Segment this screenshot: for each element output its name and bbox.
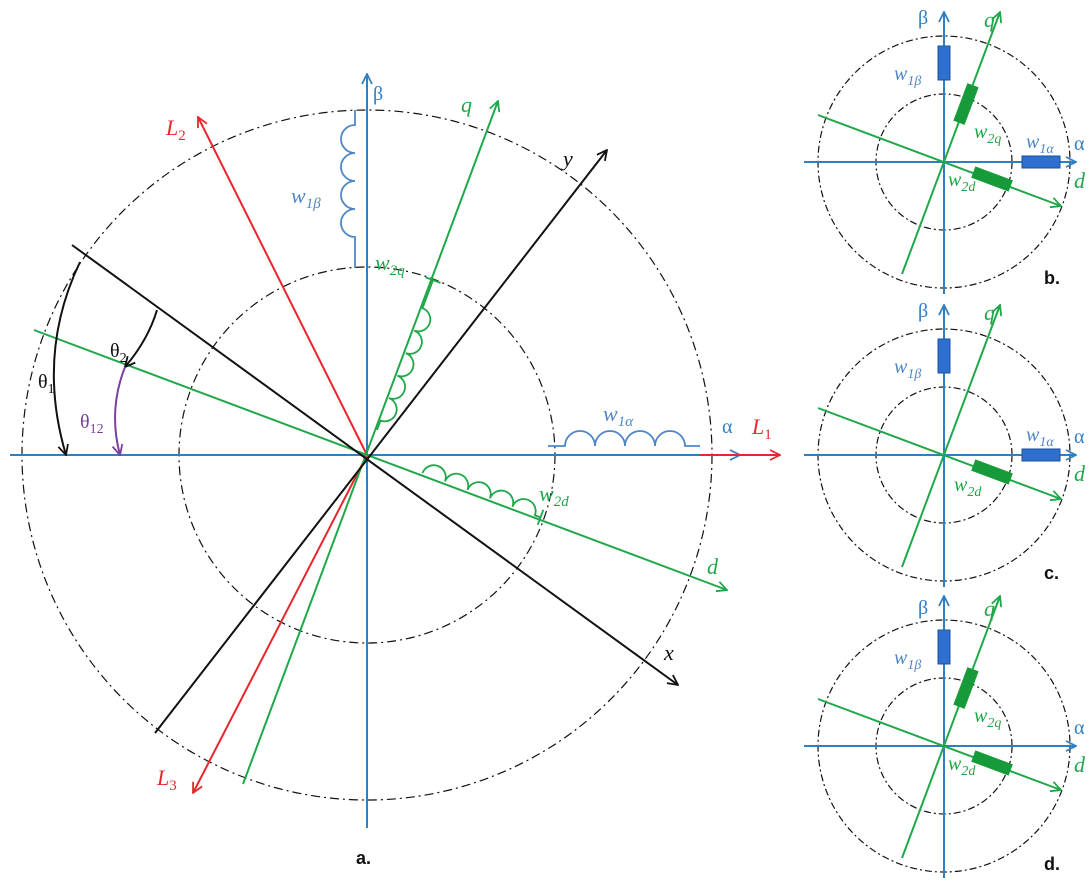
- w1a-label-main: w1α: [603, 401, 634, 430]
- beta-label-d: β: [918, 597, 928, 619]
- w2q-label-main: w2q: [375, 250, 405, 279]
- w2d-label-d: w2d: [948, 753, 976, 779]
- w1b-resistor-d: [937, 629, 951, 665]
- L3-axis: [193, 454, 368, 793]
- w2d-coil-main: [421, 464, 541, 519]
- q-label-d: q: [984, 596, 995, 621]
- alpha-label-c: α: [1074, 426, 1085, 448]
- x-label-main: x: [663, 640, 674, 665]
- w1b-label-b: w1β: [894, 63, 921, 89]
- beta-label-c: β: [918, 300, 928, 322]
- w1a-resistor-c: [1021, 448, 1061, 462]
- main-diagram: β q y α d x L1 L2 L3 w1β w1α w2q w2d θ1 …: [10, 74, 780, 868]
- w2d-resistor-d: [971, 750, 1013, 776]
- w2q-label-b: w2q: [974, 121, 1001, 147]
- beta-label-b: β: [918, 7, 928, 29]
- panel-d: β q α d w1β w2q w2d d.: [804, 596, 1086, 878]
- y-label-main: y: [561, 146, 573, 171]
- w1b-label-c: w1β: [894, 356, 921, 382]
- d-axis-main: [33, 329, 727, 590]
- w1b-resistor-b: [937, 45, 951, 81]
- w2d-resistor-b: [971, 166, 1013, 192]
- alpha-label-b: α: [1074, 133, 1085, 155]
- caption-c: c.: [1044, 563, 1059, 583]
- w1b-resistor-c: [937, 338, 951, 374]
- q-label-c: q: [984, 300, 995, 325]
- L3-label: L3: [156, 765, 177, 794]
- q-label-b: q: [984, 7, 995, 32]
- theta1-label: θ1: [38, 371, 55, 397]
- w2d-label-main: w2d: [539, 481, 569, 510]
- theta12-label: θ12: [80, 411, 104, 437]
- theta1-arc: [52, 261, 81, 455]
- caption-a: a.: [356, 848, 371, 868]
- theta2-label: θ2: [110, 340, 127, 366]
- w1a-resistor-b: [1021, 155, 1061, 169]
- d-label-b: d: [1074, 168, 1086, 193]
- panel-c: β q α d w1β w1α w2d c.: [804, 300, 1086, 587]
- theta2-arc: [125, 309, 158, 367]
- L2-label: L2: [165, 115, 186, 144]
- w1a-coil-main: [548, 430, 700, 447]
- L2-axis: [198, 117, 368, 456]
- w1a-label-c: w1α: [1026, 424, 1054, 450]
- w1b-coil-main: [340, 110, 356, 268]
- w2d-label-b: w2d: [948, 169, 976, 195]
- w1a-label-b: w1α: [1026, 131, 1054, 157]
- L1-label: L1: [751, 414, 772, 443]
- q-axis-main: [242, 101, 498, 785]
- alpha-label-main: α: [722, 416, 733, 438]
- w2q-resistor-d: [953, 667, 979, 709]
- alpha-label-d: α: [1074, 717, 1085, 739]
- w2d-resistor-c: [971, 459, 1013, 485]
- y-axis-main: [154, 150, 607, 734]
- beta-label-main: β: [373, 83, 383, 105]
- w1b-label-main: w1β: [291, 183, 321, 212]
- d-label-d: d: [1074, 752, 1086, 777]
- w2q-resistor-b: [953, 83, 979, 125]
- caption-b: b.: [1044, 268, 1060, 288]
- q-label-main: q: [461, 92, 472, 117]
- w2q-label-d: w2q: [974, 705, 1001, 731]
- theta12-arc: [115, 366, 126, 455]
- x-axis-main: [71, 244, 678, 685]
- w2q-coil-main: [376, 279, 434, 431]
- panel-b: β q α d w1β w1α w2q w2d b.: [804, 7, 1086, 294]
- w1b-label-d: w1β: [894, 647, 921, 673]
- d-label-c: d: [1074, 461, 1086, 486]
- w2d-label-c: w2d: [954, 474, 982, 500]
- caption-d: d.: [1044, 854, 1060, 874]
- d-label-main: d: [707, 554, 719, 579]
